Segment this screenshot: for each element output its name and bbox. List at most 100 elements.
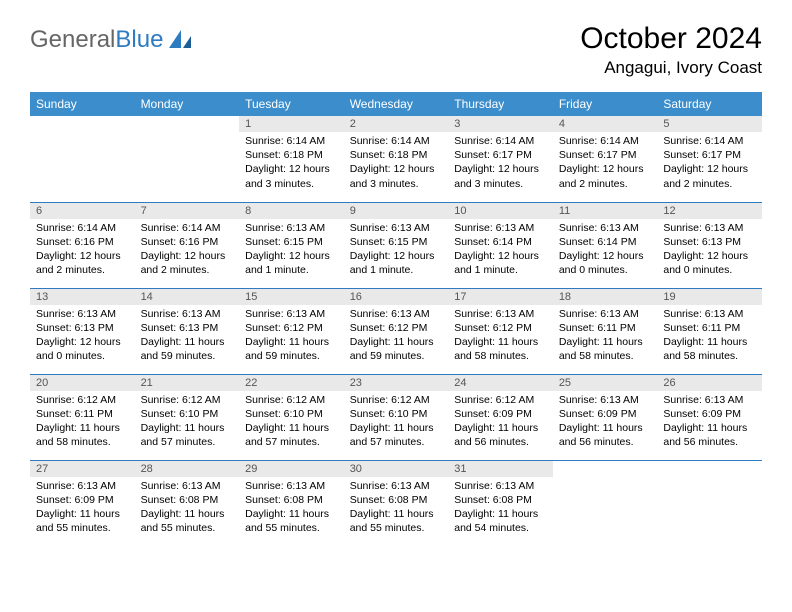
- calendar-day-cell: 12Sunrise: 6:13 AMSunset: 6:13 PMDayligh…: [657, 202, 762, 288]
- day-details: Sunrise: 6:12 AMSunset: 6:10 PMDaylight:…: [135, 391, 240, 454]
- day-sr: Sunrise: 6:13 AM: [663, 307, 756, 321]
- day-details: Sunrise: 6:13 AMSunset: 6:08 PMDaylight:…: [448, 477, 553, 540]
- day-dl2: and 57 minutes.: [350, 435, 443, 449]
- day-number: 16: [344, 289, 449, 305]
- calendar-day-cell: 17Sunrise: 6:13 AMSunset: 6:12 PMDayligh…: [448, 288, 553, 374]
- calendar-day-cell: 13Sunrise: 6:13 AMSunset: 6:13 PMDayligh…: [30, 288, 135, 374]
- day-dl1: Daylight: 12 hours: [559, 249, 652, 263]
- day-details: Sunrise: 6:13 AMSunset: 6:13 PMDaylight:…: [135, 305, 240, 368]
- day-dl2: and 57 minutes.: [141, 435, 234, 449]
- title-block: October 2024 Angagui, Ivory Coast: [580, 22, 762, 78]
- calendar-day-cell: 1Sunrise: 6:14 AMSunset: 6:18 PMDaylight…: [239, 116, 344, 202]
- day-dl2: and 2 minutes.: [141, 263, 234, 277]
- day-sr: Sunrise: 6:14 AM: [559, 134, 652, 148]
- calendar-day-cell: 24Sunrise: 6:12 AMSunset: 6:09 PMDayligh…: [448, 374, 553, 460]
- day-dl1: Daylight: 11 hours: [245, 507, 338, 521]
- day-details: Sunrise: 6:13 AMSunset: 6:09 PMDaylight:…: [657, 391, 762, 454]
- calendar-body: 1Sunrise: 6:14 AMSunset: 6:18 PMDaylight…: [30, 116, 762, 546]
- calendar-day-cell: 29Sunrise: 6:13 AMSunset: 6:08 PMDayligh…: [239, 460, 344, 546]
- day-ss: Sunset: 6:13 PM: [663, 235, 756, 249]
- day-ss: Sunset: 6:11 PM: [663, 321, 756, 335]
- day-number: 23: [344, 375, 449, 391]
- day-dl1: Daylight: 12 hours: [36, 249, 129, 263]
- day-number: 19: [657, 289, 762, 305]
- day-sr: Sunrise: 6:13 AM: [454, 221, 547, 235]
- day-details: Sunrise: 6:12 AMSunset: 6:10 PMDaylight:…: [344, 391, 449, 454]
- day-dl2: and 55 minutes.: [36, 521, 129, 535]
- day-ss: Sunset: 6:08 PM: [141, 493, 234, 507]
- calendar-day-cell: 18Sunrise: 6:13 AMSunset: 6:11 PMDayligh…: [553, 288, 658, 374]
- day-details: Sunrise: 6:14 AMSunset: 6:18 PMDaylight:…: [239, 132, 344, 195]
- calendar-day-cell: 27Sunrise: 6:13 AMSunset: 6:09 PMDayligh…: [30, 460, 135, 546]
- day-sr: Sunrise: 6:14 AM: [350, 134, 443, 148]
- day-number: 24: [448, 375, 553, 391]
- day-dl1: Daylight: 12 hours: [559, 162, 652, 176]
- calendar-week-row: 20Sunrise: 6:12 AMSunset: 6:11 PMDayligh…: [30, 374, 762, 460]
- calendar-day-cell: 26Sunrise: 6:13 AMSunset: 6:09 PMDayligh…: [657, 374, 762, 460]
- day-dl2: and 1 minute.: [245, 263, 338, 277]
- calendar-empty-cell: [657, 460, 762, 546]
- day-dl2: and 3 minutes.: [350, 177, 443, 191]
- logo-sail-icon: [167, 28, 193, 50]
- day-dl2: and 58 minutes.: [559, 349, 652, 363]
- day-number: 12: [657, 203, 762, 219]
- day-sr: Sunrise: 6:13 AM: [141, 479, 234, 493]
- weekday-header: Saturday: [657, 92, 762, 116]
- day-dl1: Daylight: 11 hours: [141, 421, 234, 435]
- day-sr: Sunrise: 6:13 AM: [663, 221, 756, 235]
- day-dl2: and 58 minutes.: [36, 435, 129, 449]
- day-number: 20: [30, 375, 135, 391]
- day-number: 15: [239, 289, 344, 305]
- day-ss: Sunset: 6:14 PM: [559, 235, 652, 249]
- day-dl1: Daylight: 11 hours: [141, 507, 234, 521]
- calendar-day-cell: 23Sunrise: 6:12 AMSunset: 6:10 PMDayligh…: [344, 374, 449, 460]
- calendar-day-cell: 11Sunrise: 6:13 AMSunset: 6:14 PMDayligh…: [553, 202, 658, 288]
- calendar-day-cell: 10Sunrise: 6:13 AMSunset: 6:14 PMDayligh…: [448, 202, 553, 288]
- day-sr: Sunrise: 6:12 AM: [245, 393, 338, 407]
- day-details: Sunrise: 6:13 AMSunset: 6:08 PMDaylight:…: [344, 477, 449, 540]
- calendar-day-cell: 21Sunrise: 6:12 AMSunset: 6:10 PMDayligh…: [135, 374, 240, 460]
- weekday-header: Sunday: [30, 92, 135, 116]
- day-ss: Sunset: 6:15 PM: [350, 235, 443, 249]
- day-details: Sunrise: 6:14 AMSunset: 6:16 PMDaylight:…: [135, 219, 240, 282]
- day-ss: Sunset: 6:11 PM: [559, 321, 652, 335]
- calendar-day-cell: 7Sunrise: 6:14 AMSunset: 6:16 PMDaylight…: [135, 202, 240, 288]
- day-ss: Sunset: 6:10 PM: [245, 407, 338, 421]
- day-number: 13: [30, 289, 135, 305]
- day-dl1: Daylight: 11 hours: [559, 335, 652, 349]
- calendar-day-cell: 6Sunrise: 6:14 AMSunset: 6:16 PMDaylight…: [30, 202, 135, 288]
- day-dl2: and 55 minutes.: [245, 521, 338, 535]
- calendar-day-cell: 8Sunrise: 6:13 AMSunset: 6:15 PMDaylight…: [239, 202, 344, 288]
- day-dl1: Daylight: 11 hours: [245, 335, 338, 349]
- day-ss: Sunset: 6:09 PM: [559, 407, 652, 421]
- day-ss: Sunset: 6:17 PM: [454, 148, 547, 162]
- calendar-week-row: 13Sunrise: 6:13 AMSunset: 6:13 PMDayligh…: [30, 288, 762, 374]
- calendar-day-cell: 5Sunrise: 6:14 AMSunset: 6:17 PMDaylight…: [657, 116, 762, 202]
- day-ss: Sunset: 6:08 PM: [454, 493, 547, 507]
- day-dl2: and 58 minutes.: [454, 349, 547, 363]
- day-sr: Sunrise: 6:14 AM: [245, 134, 338, 148]
- day-dl2: and 57 minutes.: [245, 435, 338, 449]
- day-number: 5: [657, 116, 762, 132]
- day-dl1: Daylight: 12 hours: [454, 162, 547, 176]
- day-ss: Sunset: 6:12 PM: [454, 321, 547, 335]
- calendar-day-cell: 2Sunrise: 6:14 AMSunset: 6:18 PMDaylight…: [344, 116, 449, 202]
- day-ss: Sunset: 6:18 PM: [350, 148, 443, 162]
- day-details: Sunrise: 6:12 AMSunset: 6:10 PMDaylight:…: [239, 391, 344, 454]
- day-ss: Sunset: 6:10 PM: [350, 407, 443, 421]
- day-sr: Sunrise: 6:12 AM: [141, 393, 234, 407]
- day-sr: Sunrise: 6:13 AM: [454, 479, 547, 493]
- day-sr: Sunrise: 6:13 AM: [245, 307, 338, 321]
- day-number: 26: [657, 375, 762, 391]
- day-number: 14: [135, 289, 240, 305]
- day-dl2: and 56 minutes.: [663, 435, 756, 449]
- day-dl2: and 56 minutes.: [454, 435, 547, 449]
- day-dl2: and 2 minutes.: [663, 177, 756, 191]
- day-sr: Sunrise: 6:13 AM: [141, 307, 234, 321]
- day-dl2: and 2 minutes.: [36, 263, 129, 277]
- weekday-header-row: SundayMondayTuesdayWednesdayThursdayFrid…: [30, 92, 762, 116]
- day-details: Sunrise: 6:13 AMSunset: 6:08 PMDaylight:…: [239, 477, 344, 540]
- day-dl1: Daylight: 11 hours: [141, 335, 234, 349]
- day-dl1: Daylight: 11 hours: [350, 421, 443, 435]
- day-dl1: Daylight: 11 hours: [36, 507, 129, 521]
